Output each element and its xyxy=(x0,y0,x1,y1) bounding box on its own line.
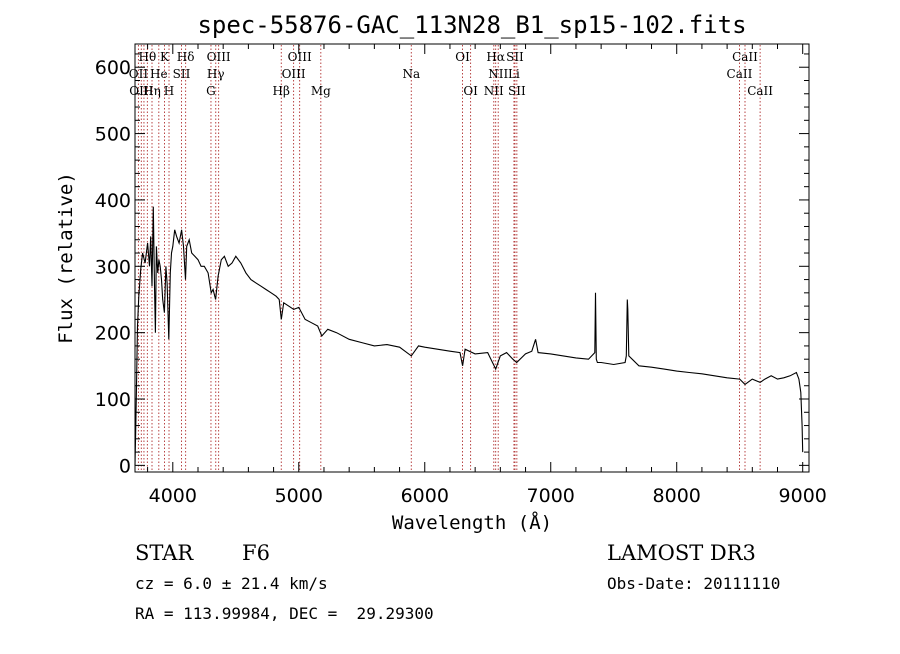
y-tick-label-6: 600 xyxy=(95,57,131,79)
flux-series-line xyxy=(134,206,804,466)
line-label-4: OIII xyxy=(288,50,312,64)
line-label-8: CaII xyxy=(732,50,758,64)
survey-name: LAMOST DR3 xyxy=(607,541,756,565)
redshift-text: cz = 6.0 ± 21.4 km/s xyxy=(135,574,328,593)
line-label-0: Hθ xyxy=(138,50,156,64)
obs-date-text: Obs-Date: 20111110 xyxy=(607,574,780,593)
y-tick-label-5: 500 xyxy=(95,124,131,146)
line-label-7: SII xyxy=(506,50,524,64)
y-tick-label-1: 100 xyxy=(95,389,131,411)
line-label-26: SII xyxy=(508,84,526,98)
x-axis-label: Wavelength (Å) xyxy=(392,511,552,534)
line-label-3: OIII xyxy=(207,50,231,64)
y-axis-label: Flux (relative) xyxy=(55,172,77,344)
line-label-19: Hη xyxy=(143,84,161,98)
line-label-15: NII xyxy=(488,67,508,81)
line-label-27: CaII xyxy=(747,84,773,98)
x-tick-label-3: 7000 xyxy=(527,485,575,507)
line-label-1: K xyxy=(160,50,170,64)
x-tick-label-4: 8000 xyxy=(653,485,701,507)
line-label-12: Hγ xyxy=(207,67,225,81)
line-label-10: He xyxy=(150,67,168,81)
y-tick-label-0: 0 xyxy=(119,455,131,477)
coordinates-text: RA = 113.99984, DEC = 29.29300 xyxy=(135,604,434,623)
line-label-5: OI xyxy=(455,50,470,64)
y-tick-label-4: 400 xyxy=(95,190,131,212)
chart-title: spec-55876-GAC_113N28_B1_sp15-102.fits xyxy=(197,11,746,39)
line-label-2: Hδ xyxy=(177,50,195,64)
line-label-25: NII xyxy=(484,84,504,98)
line-label-9: OII xyxy=(129,67,149,81)
reference-lines xyxy=(137,45,761,471)
y-tick-label-2: 200 xyxy=(95,323,131,345)
axis-ticks: 4000 5000 6000 7000 8000 9000 0 100 200 300 400 500… xyxy=(95,44,827,507)
line-label-11: SII xyxy=(173,67,191,81)
line-label-13: OIII xyxy=(282,67,306,81)
line-label-23: Mg xyxy=(311,84,331,98)
line-label-17: CaII xyxy=(727,67,753,81)
line-label-24: OI xyxy=(463,84,478,98)
line-label-20: H xyxy=(164,84,174,98)
x-tick-label-1: 5000 xyxy=(275,485,323,507)
x-tick-label-2: 6000 xyxy=(401,485,449,507)
line-label-16: Li xyxy=(508,67,520,81)
line-label-22: Hβ xyxy=(273,84,290,98)
x-tick-label-0: 4000 xyxy=(149,485,197,507)
x-tick-label-5: 9000 xyxy=(779,485,827,507)
line-label-6: Hα xyxy=(486,50,505,64)
object-class: STAR xyxy=(135,541,194,565)
y-tick-label-3: 300 xyxy=(95,256,131,278)
line-label-14: Na xyxy=(402,67,420,81)
plot-frame xyxy=(134,43,810,473)
line-label-21: G xyxy=(206,84,216,98)
object-subclass: F6 xyxy=(242,541,270,565)
